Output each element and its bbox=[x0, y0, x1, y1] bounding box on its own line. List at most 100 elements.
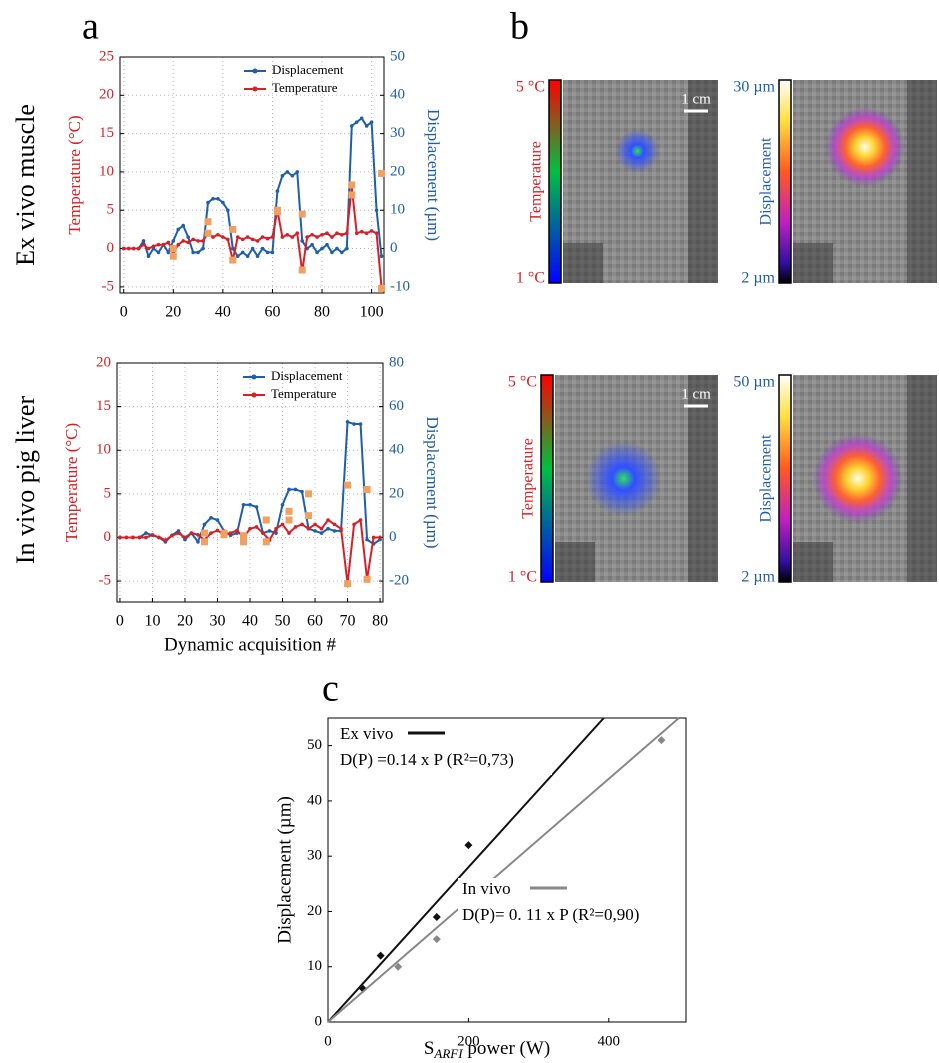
point bbox=[326, 526, 330, 531]
legend-label: In vivo bbox=[462, 879, 511, 898]
point bbox=[261, 531, 265, 535]
y-tick-label: 20 bbox=[307, 903, 322, 919]
point bbox=[191, 250, 195, 255]
point bbox=[260, 246, 265, 251]
y-tick-label: 5 bbox=[107, 202, 115, 218]
marker bbox=[363, 575, 371, 583]
point bbox=[290, 235, 295, 239]
point bbox=[280, 235, 285, 239]
point bbox=[221, 235, 225, 239]
x-tick-label: 80 bbox=[314, 304, 330, 321]
point bbox=[300, 522, 304, 527]
y-tick-label: 5 bbox=[104, 485, 112, 501]
point bbox=[186, 235, 190, 239]
point bbox=[280, 522, 285, 527]
y-tick-label: 0 bbox=[315, 1013, 323, 1029]
marker bbox=[229, 225, 237, 233]
marker bbox=[305, 490, 313, 498]
y2-tick-label: 20 bbox=[390, 163, 405, 179]
colorbar-max: 30 µm bbox=[733, 79, 775, 96]
marker bbox=[229, 256, 237, 264]
point bbox=[144, 535, 148, 540]
y-tick-label: -5 bbox=[99, 573, 112, 589]
colorbar-max: 5 °C bbox=[516, 79, 545, 96]
point bbox=[176, 242, 181, 247]
point bbox=[300, 239, 304, 243]
point bbox=[369, 120, 374, 124]
marker bbox=[298, 210, 306, 218]
point bbox=[332, 529, 337, 533]
point bbox=[206, 200, 210, 205]
point bbox=[226, 208, 230, 213]
x-tick-label: 200 bbox=[457, 1033, 480, 1049]
x-tick-label: 20 bbox=[177, 613, 193, 630]
point bbox=[345, 420, 350, 424]
point bbox=[354, 120, 359, 124]
colorbar bbox=[540, 374, 554, 583]
point bbox=[196, 239, 200, 243]
x-tick-label: 60 bbox=[264, 304, 280, 321]
point bbox=[394, 962, 403, 971]
x-label-rest: power (W) bbox=[463, 1038, 551, 1059]
y-tick-label: 0 bbox=[107, 240, 115, 256]
marker bbox=[204, 218, 212, 226]
point bbox=[254, 525, 259, 529]
point bbox=[248, 526, 252, 531]
y-tick-label: 15 bbox=[96, 398, 111, 414]
colorbar bbox=[548, 79, 562, 284]
marker bbox=[378, 284, 386, 292]
point bbox=[226, 237, 230, 242]
x-label-main: S bbox=[424, 1038, 435, 1059]
marker bbox=[200, 538, 208, 546]
y-axis-label: Displacement (µm) bbox=[274, 796, 295, 944]
point bbox=[310, 242, 314, 247]
point bbox=[300, 489, 304, 494]
marker bbox=[262, 516, 270, 524]
y-tick-label: 30 bbox=[307, 848, 322, 864]
marker bbox=[344, 580, 352, 588]
point bbox=[352, 422, 356, 426]
x-tick-label: 0 bbox=[120, 304, 128, 321]
y-tick-label: 20 bbox=[96, 354, 111, 370]
x-label-sub: ARFI bbox=[433, 1046, 463, 1061]
point bbox=[166, 240, 171, 245]
x-tick-label: 0 bbox=[116, 613, 124, 630]
point bbox=[235, 254, 240, 259]
point bbox=[369, 229, 374, 233]
point bbox=[285, 232, 290, 237]
y-axis-label: Temperature (°C) bbox=[65, 115, 84, 234]
scale-bar-label: 1 cm bbox=[681, 91, 711, 107]
map-shade bbox=[555, 542, 595, 582]
marker bbox=[285, 516, 293, 524]
y-tick-label: 50 bbox=[307, 737, 322, 753]
point bbox=[265, 236, 270, 241]
fit-equation: D(P)= 0. 11 x P (R²=0,90) bbox=[462, 905, 639, 924]
point bbox=[293, 487, 298, 492]
point bbox=[295, 231, 300, 236]
point bbox=[215, 518, 220, 522]
y-axis-label: Temperature (°C) bbox=[62, 423, 81, 542]
point bbox=[364, 231, 369, 236]
point bbox=[432, 912, 441, 921]
legend-label: Temperature bbox=[271, 386, 337, 401]
point bbox=[146, 254, 151, 259]
point bbox=[183, 535, 187, 540]
point bbox=[150, 533, 155, 537]
point bbox=[176, 227, 181, 232]
colorbar-title: Temperature bbox=[528, 141, 545, 222]
point bbox=[330, 235, 334, 239]
point bbox=[141, 242, 146, 247]
point bbox=[293, 525, 298, 529]
point bbox=[157, 535, 161, 540]
point bbox=[170, 533, 174, 538]
point bbox=[124, 535, 129, 540]
point bbox=[365, 537, 369, 542]
y2-tick-label: 20 bbox=[389, 485, 404, 501]
map-shade bbox=[793, 542, 833, 582]
point bbox=[359, 229, 364, 234]
colorbar-title: Temperature bbox=[520, 438, 537, 519]
colorbar-min: 2 µm bbox=[741, 569, 775, 586]
point bbox=[345, 246, 349, 251]
point bbox=[209, 516, 213, 520]
point bbox=[235, 528, 239, 533]
